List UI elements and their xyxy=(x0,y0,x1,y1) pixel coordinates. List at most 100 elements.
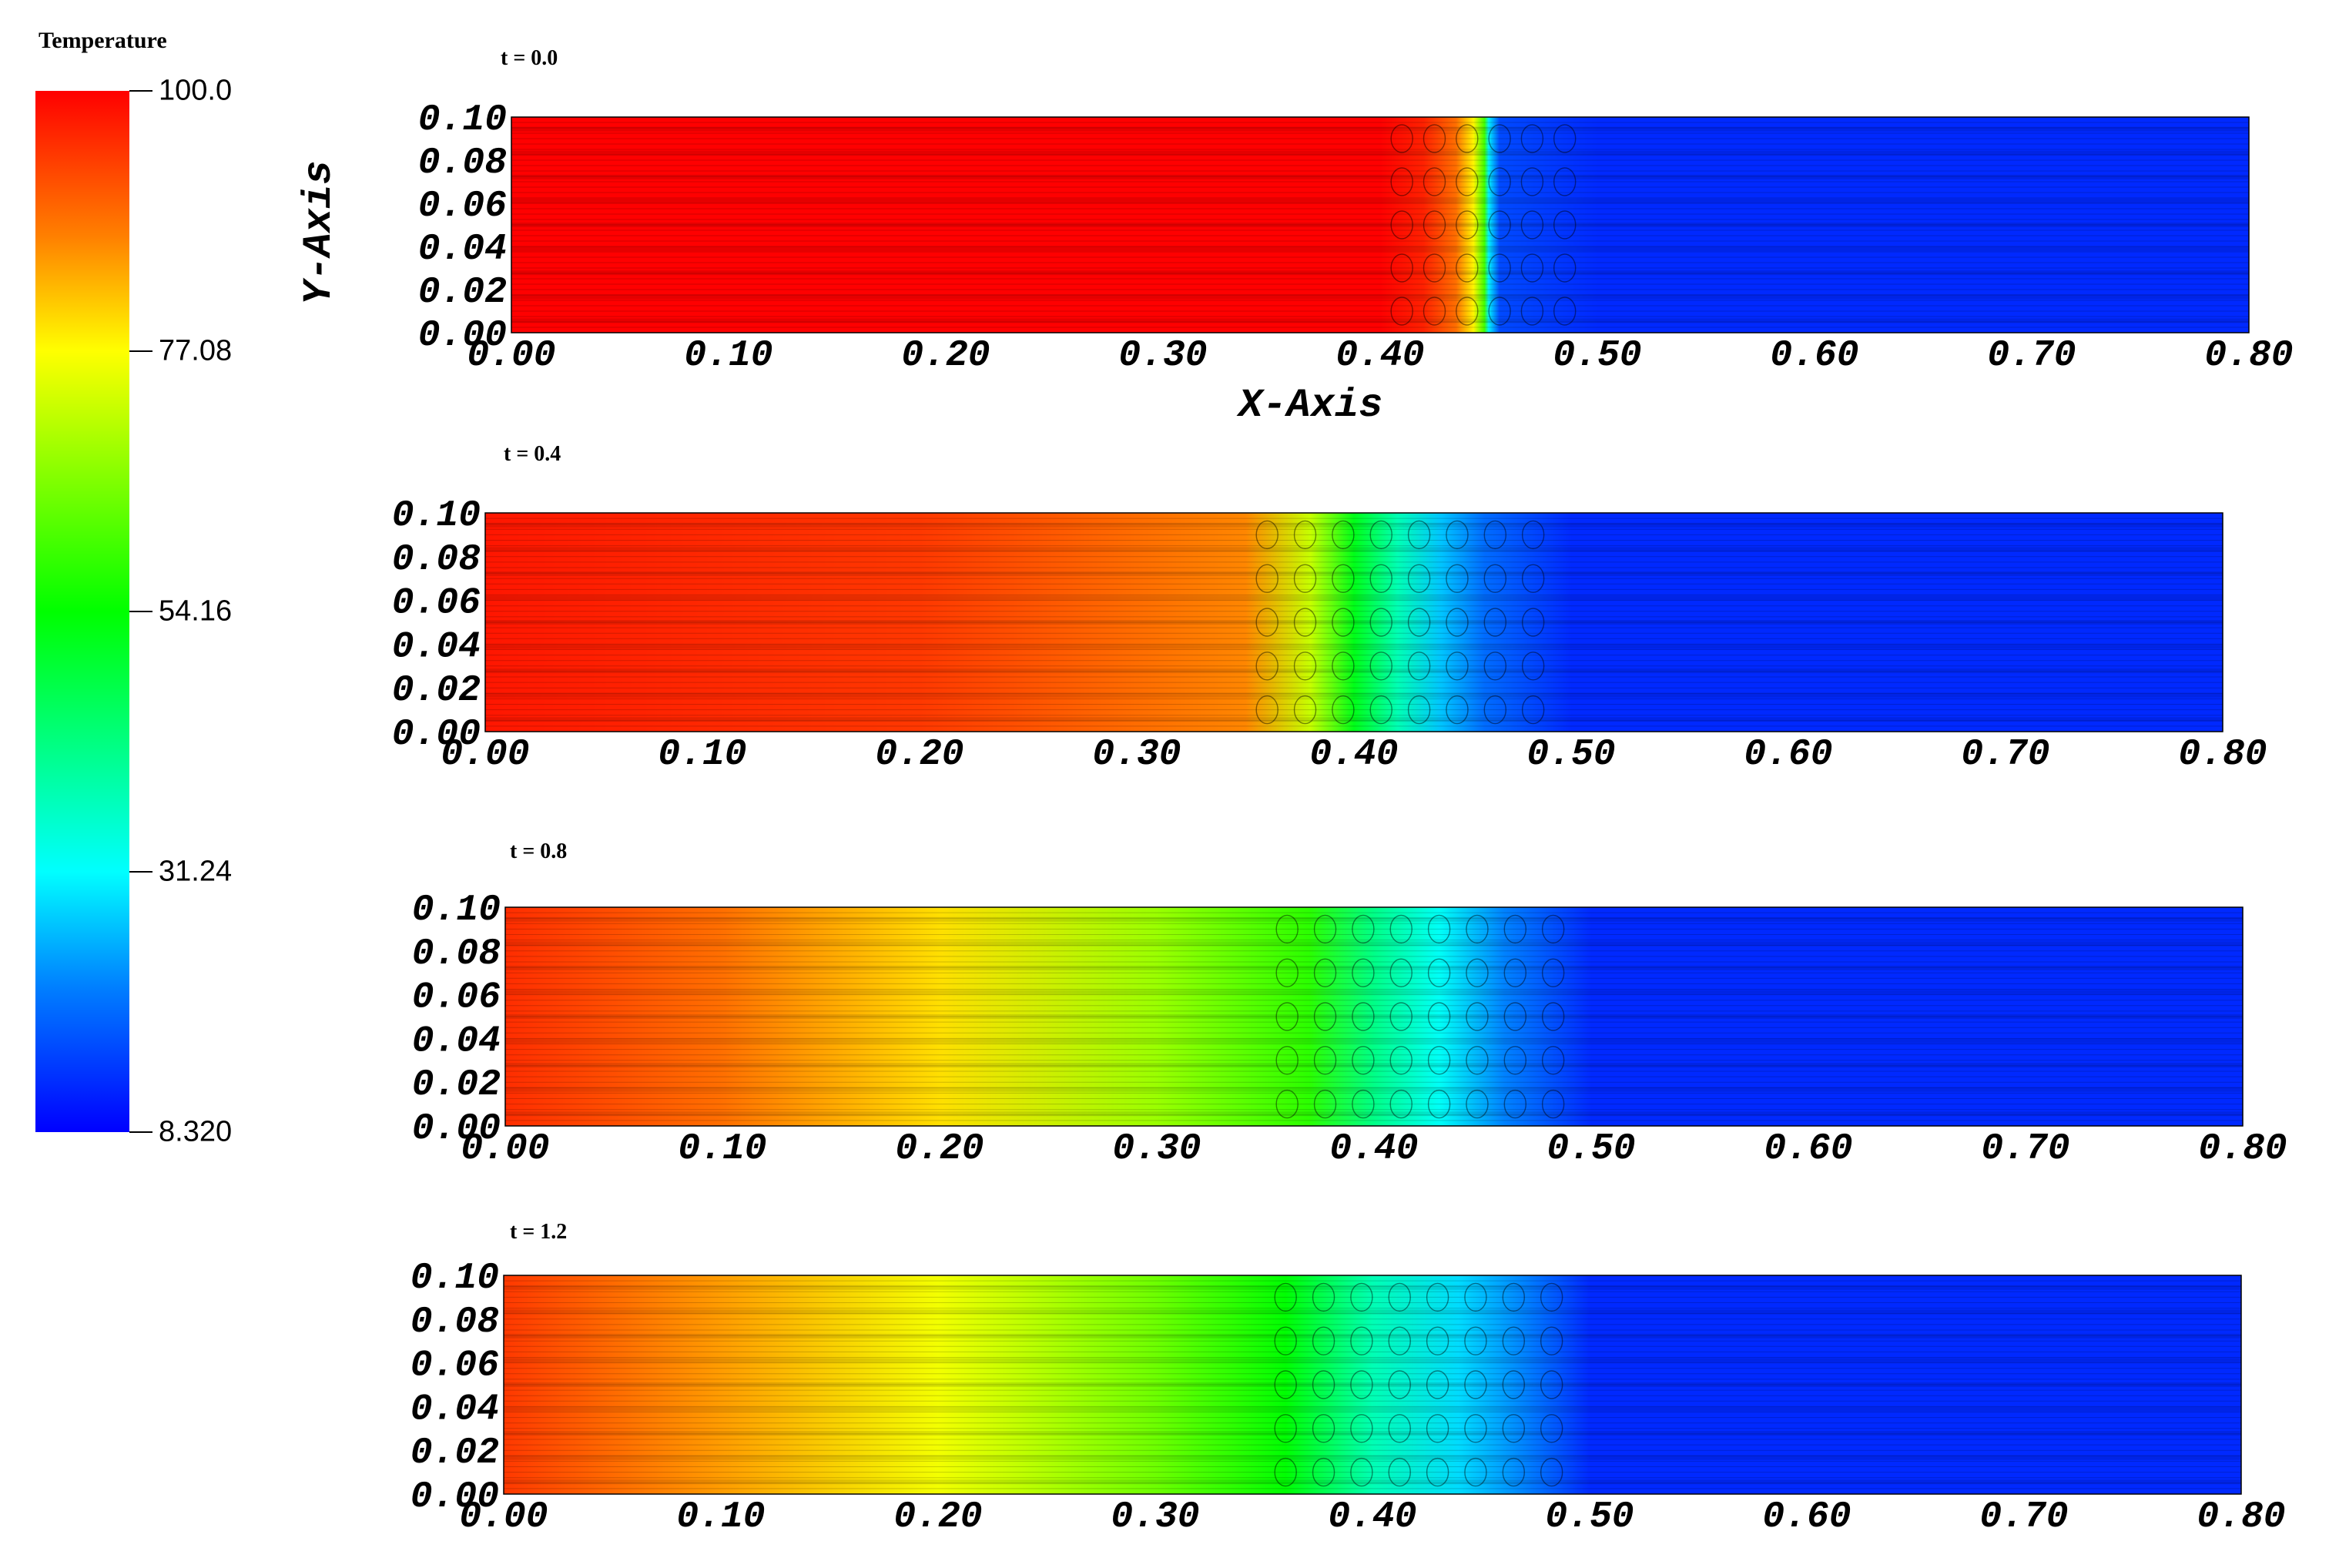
y-tick-label: 0.00 xyxy=(392,714,481,756)
contour-cell xyxy=(1350,1370,1373,1399)
contour-cell xyxy=(1521,608,1545,637)
contour-cell xyxy=(1390,297,1413,326)
contour-band xyxy=(511,174,2249,179)
contour-cell xyxy=(1456,297,1479,326)
x-tick-label: 0.80 xyxy=(2198,1128,2287,1170)
contour-cell xyxy=(1332,695,1355,725)
contour-cell xyxy=(1427,914,1451,944)
contour-cell xyxy=(1503,914,1527,944)
x-tick-label: 0.80 xyxy=(2197,1496,2285,1538)
contour-cell xyxy=(1388,1282,1411,1312)
contour-cell xyxy=(1503,1046,1527,1075)
x-tick-label: 0.20 xyxy=(893,1496,982,1538)
panel-title-t0: t = 0.0 xyxy=(501,46,558,70)
y-tick-label: 0.10 xyxy=(411,1258,499,1299)
contour-cell xyxy=(1488,124,1511,153)
contour-cell xyxy=(1389,914,1412,944)
contour-cell xyxy=(1427,958,1451,987)
contour-band xyxy=(511,294,2249,300)
contour-cell xyxy=(1255,520,1278,550)
contour-cell xyxy=(1332,652,1355,681)
contour-cell xyxy=(1483,564,1507,593)
contour-cell xyxy=(1502,1370,1526,1399)
x-tick-label: 0.40 xyxy=(1328,1496,1416,1538)
colorbar-label: 54.16 xyxy=(159,595,233,628)
contour-cell xyxy=(1483,608,1507,637)
contour-cell xyxy=(1456,210,1479,240)
plot-panel: 0.00 0.10 0.20 0.30 0.40 0.50 0.60 0.70 0.80 0.00… xyxy=(412,890,2287,1170)
contour-band xyxy=(505,1038,2243,1044)
x-tick-label: 0.50 xyxy=(1526,734,1615,776)
contour-cell xyxy=(1388,1370,1411,1399)
contour-cell xyxy=(1369,695,1392,725)
contour-cell xyxy=(1275,958,1299,987)
contour-cell xyxy=(1390,167,1413,196)
contour-cell xyxy=(1540,1414,1563,1443)
y-tick-label: 0.00 xyxy=(411,1476,499,1518)
contour-cell xyxy=(1390,124,1413,153)
contour-cell xyxy=(1456,253,1479,283)
contour-band xyxy=(504,1285,2241,1290)
contour-cell xyxy=(1388,1457,1411,1487)
contour-band xyxy=(505,941,2243,946)
x-tick-label: 0.20 xyxy=(901,335,990,377)
contour-cell xyxy=(1464,1370,1487,1399)
contour-cell xyxy=(1255,652,1278,681)
contour-cell xyxy=(1427,1089,1451,1119)
contour-band xyxy=(504,1431,2241,1436)
contour-cell xyxy=(1466,1089,1489,1119)
y-tick-label: 0.10 xyxy=(392,495,481,537)
contour-cell xyxy=(1502,1282,1526,1312)
contour-cell xyxy=(1488,253,1511,283)
contour-band xyxy=(485,571,2223,576)
contour-cell xyxy=(1466,958,1489,987)
contour-cell xyxy=(1423,253,1446,283)
contour-cell xyxy=(1423,210,1446,240)
contour-cell xyxy=(1446,695,1469,725)
contour-cell xyxy=(1407,608,1431,637)
contour-cell xyxy=(1426,1282,1449,1312)
contour-band xyxy=(511,198,2249,203)
contour-cell xyxy=(1488,297,1511,326)
contour-cell xyxy=(1407,520,1431,550)
plot-frame xyxy=(503,1275,2242,1495)
contour-cell xyxy=(1350,1326,1373,1355)
x-tick-label: 0.50 xyxy=(1553,335,1641,377)
contour-cell xyxy=(1352,958,1375,987)
x-tick-label: 0.60 xyxy=(1770,335,1858,377)
y-tick-label: 0.08 xyxy=(412,933,501,975)
x-tick-label: 0.20 xyxy=(875,734,963,776)
plot-frame xyxy=(504,906,2244,1127)
contour-cell xyxy=(1389,1002,1412,1031)
contour-cell xyxy=(1352,914,1375,944)
contour-cell xyxy=(1520,297,1544,326)
y-tick-label: 0.04 xyxy=(418,229,507,270)
contour-cell xyxy=(1312,1282,1335,1312)
contour-cell xyxy=(1313,1046,1337,1075)
contour-cell xyxy=(1541,958,1565,987)
y-axis-title: Y-Axis xyxy=(297,160,342,304)
y-tick-label: 0.04 xyxy=(412,1020,501,1062)
contour-cell xyxy=(1390,210,1413,240)
contour-band xyxy=(511,126,2249,132)
x-axis-title: X-Axis xyxy=(1236,383,1382,428)
contour-band xyxy=(485,620,2223,625)
x-tick-label: 0.50 xyxy=(1545,1496,1634,1538)
contour-cell xyxy=(1369,608,1392,637)
contour-band xyxy=(504,1333,2241,1338)
contour-cell xyxy=(1521,695,1545,725)
contour-cell xyxy=(1312,1414,1335,1443)
contour-band xyxy=(511,246,2249,252)
panel-title-t04: t = 0.4 xyxy=(504,442,561,466)
contour-band xyxy=(505,1087,2243,1092)
contour-cell xyxy=(1446,564,1469,593)
contour-cell xyxy=(1553,167,1577,196)
contour-cell xyxy=(1255,564,1278,593)
contour-cell xyxy=(1350,1282,1373,1312)
contour-band xyxy=(511,150,2249,156)
contour-cell xyxy=(1293,564,1317,593)
contour-cell xyxy=(1541,1089,1565,1119)
y-tick-label: 0.08 xyxy=(392,539,481,581)
contour-cell xyxy=(1426,1457,1449,1487)
contour-cell xyxy=(1446,520,1469,550)
